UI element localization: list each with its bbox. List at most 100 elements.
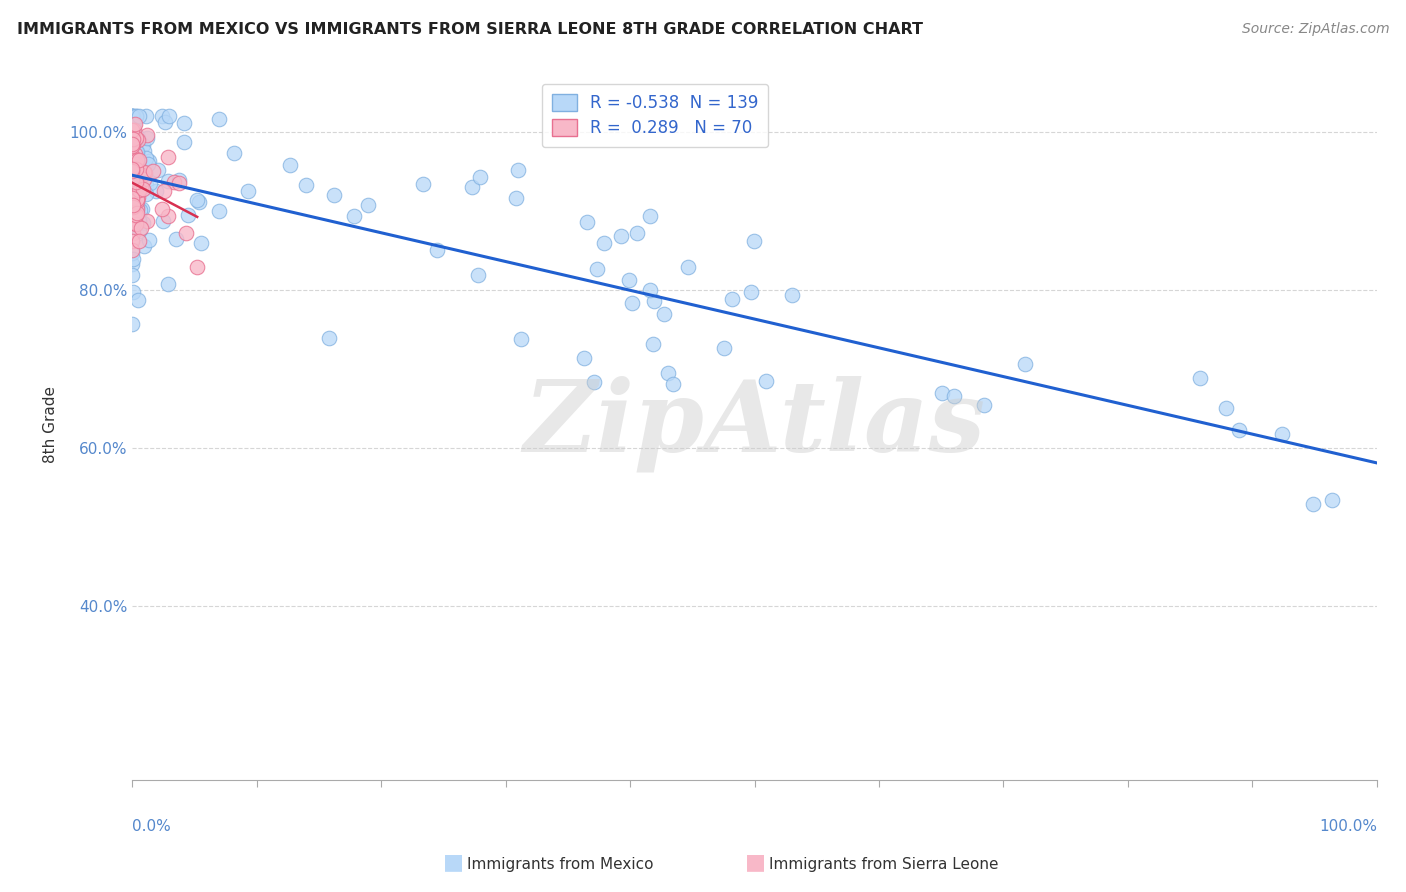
Point xyxy=(124,204,146,219)
Point xyxy=(121,136,143,151)
Point xyxy=(177,209,200,223)
Point xyxy=(167,176,190,190)
Point xyxy=(127,202,149,216)
Point xyxy=(121,119,143,133)
Point xyxy=(125,194,148,208)
Point xyxy=(121,172,143,186)
Point xyxy=(135,151,157,165)
Point xyxy=(121,123,143,137)
Point xyxy=(121,152,143,166)
Point xyxy=(121,173,143,187)
Point xyxy=(121,211,143,225)
Point xyxy=(942,389,965,403)
Point xyxy=(121,187,143,202)
Point xyxy=(467,268,489,283)
Point xyxy=(640,283,662,297)
Text: ■: ■ xyxy=(443,853,464,872)
Point xyxy=(121,137,143,152)
Point xyxy=(157,209,180,223)
Point xyxy=(121,246,143,260)
Point xyxy=(124,218,146,232)
Point xyxy=(121,191,143,205)
Point xyxy=(145,185,167,199)
Point xyxy=(136,128,159,143)
Point xyxy=(125,174,148,188)
Point xyxy=(343,209,366,223)
Point xyxy=(610,228,633,243)
Point xyxy=(157,109,180,123)
Point xyxy=(755,374,778,388)
Point xyxy=(124,147,146,161)
Point xyxy=(121,215,143,229)
Point xyxy=(121,252,143,267)
Point xyxy=(713,341,735,355)
Point xyxy=(124,170,146,185)
Point xyxy=(357,198,380,212)
Point xyxy=(135,214,157,228)
Point xyxy=(139,177,162,191)
Point xyxy=(638,209,661,223)
Point xyxy=(125,131,148,145)
Point xyxy=(132,182,155,196)
Point xyxy=(122,118,145,132)
Point xyxy=(163,175,186,189)
Point xyxy=(121,268,143,282)
Point xyxy=(1014,357,1036,371)
Point xyxy=(661,376,683,391)
Point xyxy=(121,202,143,216)
Point xyxy=(510,332,533,346)
Point xyxy=(121,137,143,152)
Point xyxy=(780,288,803,302)
Point xyxy=(148,163,170,178)
Point xyxy=(121,197,143,211)
Point xyxy=(121,186,143,201)
Point xyxy=(134,166,156,180)
Point xyxy=(122,150,145,164)
Point xyxy=(129,161,152,176)
Point xyxy=(134,145,156,159)
Point xyxy=(138,234,160,248)
Point xyxy=(121,235,143,249)
Point xyxy=(122,192,145,206)
Point xyxy=(125,198,148,212)
Point xyxy=(574,351,596,365)
Point xyxy=(125,145,148,159)
Point xyxy=(676,260,699,274)
Point xyxy=(505,191,527,205)
Point xyxy=(122,217,145,231)
Point xyxy=(131,202,153,216)
Point xyxy=(122,165,145,179)
Point xyxy=(461,180,484,194)
Point xyxy=(121,109,143,123)
Point xyxy=(468,169,491,184)
Point xyxy=(122,159,145,173)
Point xyxy=(592,235,614,250)
Point xyxy=(124,166,146,180)
Point xyxy=(620,296,643,310)
Point xyxy=(138,153,160,168)
Point xyxy=(124,178,146,192)
Point xyxy=(122,118,145,132)
Point xyxy=(122,132,145,146)
Text: 0.0%: 0.0% xyxy=(132,819,172,834)
Point xyxy=(224,146,246,161)
Point xyxy=(176,226,198,240)
Point xyxy=(128,183,150,197)
Point xyxy=(127,190,149,204)
Point xyxy=(124,170,146,185)
Point xyxy=(125,109,148,123)
Point xyxy=(127,148,149,162)
Point xyxy=(152,213,174,227)
Point xyxy=(127,154,149,169)
Point xyxy=(121,206,143,220)
Point xyxy=(1271,427,1294,442)
Point xyxy=(121,196,143,211)
Point xyxy=(323,187,346,202)
Point xyxy=(129,221,152,235)
Point xyxy=(125,202,148,216)
Point xyxy=(208,203,231,218)
Point xyxy=(617,273,640,287)
Point xyxy=(132,164,155,178)
Point xyxy=(576,215,599,229)
Point xyxy=(1215,401,1237,415)
